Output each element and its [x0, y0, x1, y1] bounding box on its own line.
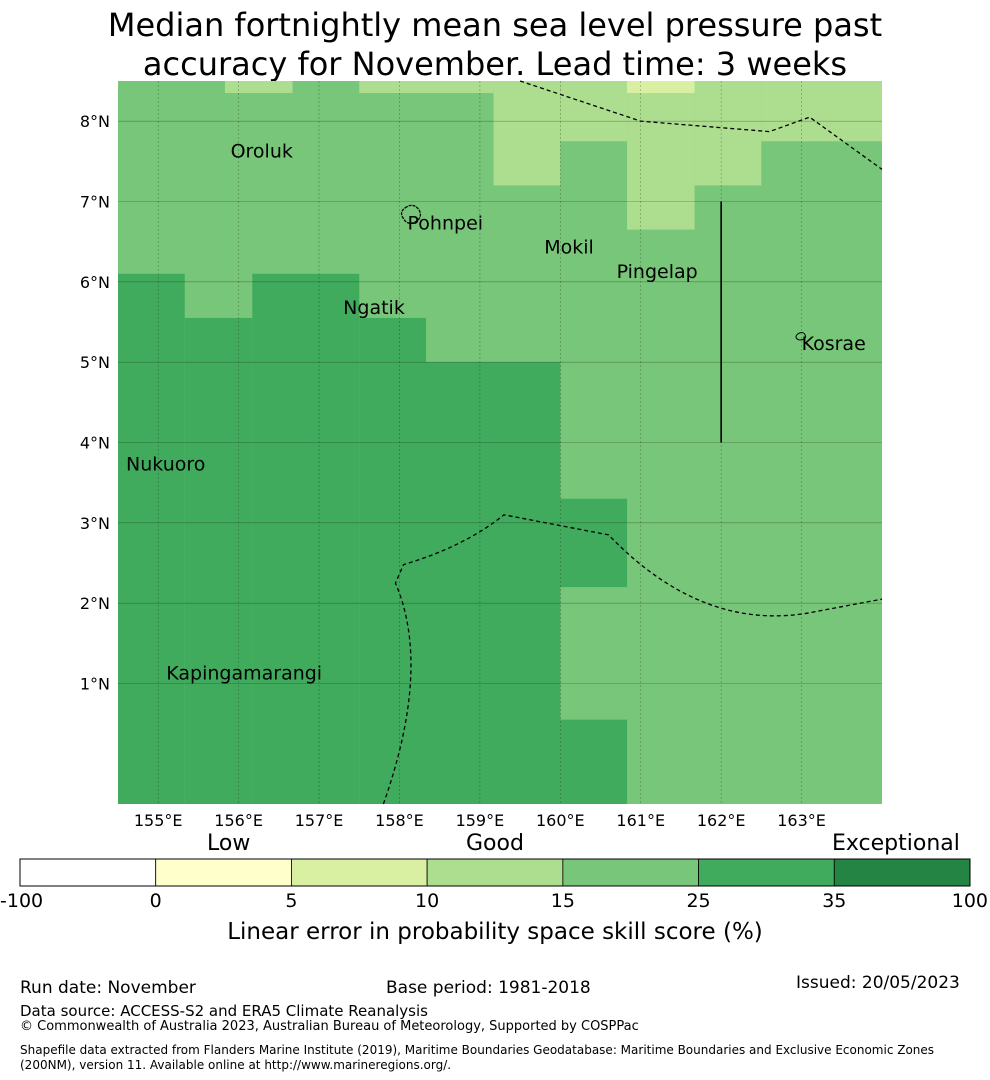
skill-cell [493, 81, 561, 186]
place-label: Oroluk [231, 140, 293, 162]
place-label: Ngatik [343, 297, 405, 319]
skill-cell [224, 81, 293, 94]
lon-tick-label: 159°E [456, 811, 505, 830]
axis-tick-labels: 155°E 156°E 157°E 158°E 159°E 160°E 161°E 162°E… [80, 112, 826, 830]
colorbar-swatch [155, 858, 292, 887]
colorbar-swatch [426, 858, 564, 887]
lon-tick-label: 163°E [777, 811, 826, 830]
place-label: Kapingamarangi [166, 662, 322, 684]
skill-grid [118, 81, 882, 804]
lat-tick-label: 4°N [80, 434, 110, 453]
base-period: Base period: 1981-2018 [386, 978, 591, 998]
place-label: Nukuoro [126, 454, 205, 476]
skill-cell [560, 81, 628, 142]
lat-tick-label: 8°N [80, 112, 110, 131]
colorbar [19, 858, 971, 887]
lat-tick-label: 1°N [80, 675, 110, 694]
skill-cell [694, 81, 762, 186]
colorbar-tick-label: 10 [415, 890, 440, 912]
lat-tick-label: 6°N [80, 273, 110, 292]
colorbar-label-exceptional: Exceptional [832, 831, 960, 856]
colorbar-swatch [833, 858, 971, 887]
colorbar-swatch [19, 858, 157, 887]
shapefile-credit: Shapefile data extracted from Flanders M… [20, 1043, 935, 1072]
lon-tick-label: 157°E [295, 811, 344, 830]
skill-cell [359, 81, 494, 94]
place-label: Mokil [544, 237, 594, 259]
data-source: Data source: ACCESS-S2 and ERA5 Climate … [20, 1002, 428, 1020]
kosrae-island [795, 331, 807, 341]
eez-boundaries [382, 80, 883, 805]
colorbar-tick-label: 5 [285, 890, 298, 912]
colorbar-tick-label: 25 [686, 890, 711, 912]
skill-cell [118, 273, 185, 804]
lon-tick-label: 162°E [697, 811, 746, 830]
colorbar-swatch [562, 858, 699, 887]
skill-cell [627, 81, 695, 94]
colorbar-tick-label: 35 [822, 890, 847, 912]
place-label: Kosrae [802, 333, 866, 355]
colorbar-swatch [291, 858, 428, 887]
issued-date: Issued: 20/05/2023 [796, 973, 960, 993]
islands [400, 204, 807, 341]
lat-tick-label: 2°N [80, 594, 110, 613]
title-line-1: Median fortnightly mean sea level pressu… [107, 6, 883, 44]
skill-cell [627, 81, 695, 230]
lat-tick-label: 3°N [80, 514, 110, 533]
colorbar-tick-label: -100 [0, 890, 44, 912]
lat-tick-label: 5°N [80, 353, 110, 372]
lon-tick-label: 155°E [134, 811, 183, 830]
lon-tick-label: 156°E [214, 811, 263, 830]
place-label: Pingelap [617, 261, 698, 283]
run-date: Run date: November [20, 978, 196, 998]
place-label: Pohnpei [408, 213, 484, 235]
boundary-south [382, 514, 883, 805]
skill-cell [560, 719, 628, 804]
lon-tick-label: 160°E [536, 811, 585, 830]
map-title: Median fortnightly mean sea level pressu… [0, 6, 990, 84]
colorbar-title: Linear error in probability space skill … [227, 919, 763, 945]
boundary-north [519, 80, 883, 170]
lon-tick-label: 161°E [616, 811, 665, 830]
colorbar-label-good: Good [466, 831, 524, 856]
colorbar-frame [19, 858, 971, 887]
skill-cell [426, 362, 561, 804]
colorbar-swatch [698, 858, 835, 887]
lat-tick-label: 7°N [80, 193, 110, 212]
skill-cell [359, 317, 427, 804]
pohnpei-island [400, 204, 422, 224]
colorbar-tick-label: 100 [951, 890, 988, 912]
title-line-2: accuracy for November. Lead time: 3 week… [142, 45, 848, 83]
skill-cell [761, 81, 882, 142]
skill-cell [184, 317, 253, 804]
place-labels: Oroluk Pohnpei Mokil Pingelap Ngatik Kosrae Nu… [126, 140, 866, 684]
copyright: © Commonwealth of Australia 2023, Austra… [20, 1019, 639, 1034]
skill-cell [252, 273, 360, 804]
lon-tick-label: 158°E [375, 811, 424, 830]
graticule [118, 81, 882, 804]
colorbar-tick-label: 15 [550, 890, 575, 912]
colorbar-label-low: Low [207, 831, 251, 856]
colorbar-tick-label: 0 [149, 890, 162, 912]
